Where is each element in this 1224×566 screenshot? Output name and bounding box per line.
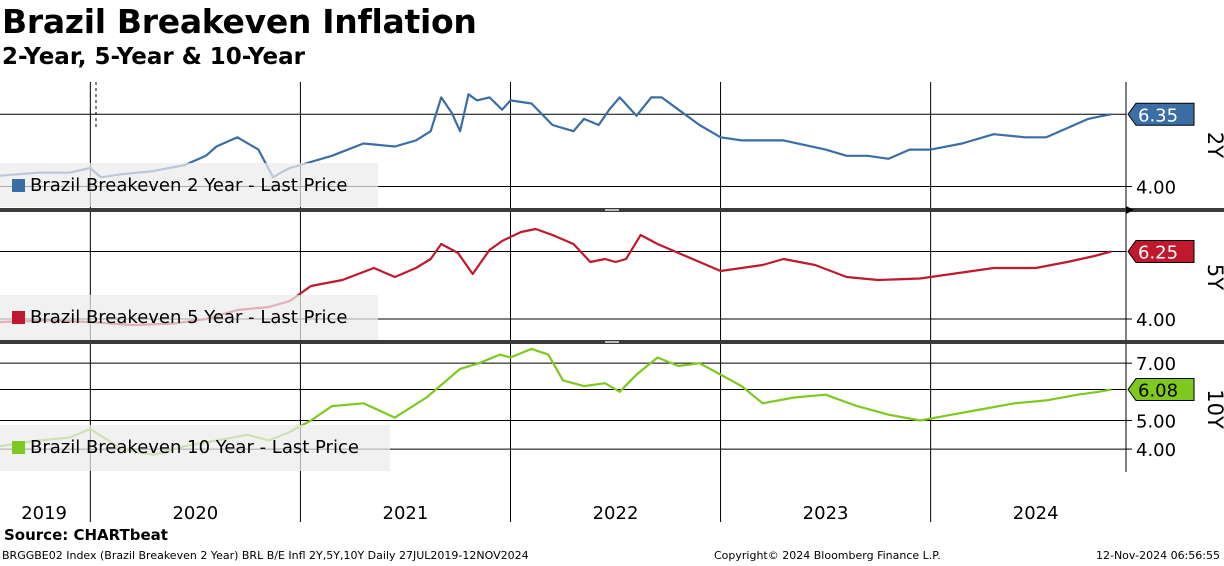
- x-year-label: 2020: [172, 503, 218, 524]
- y-tick-label: 4.00: [1136, 440, 1176, 461]
- last-value-tag-box: [1127, 378, 1195, 402]
- chart-subtitle: 2-Year, 5-Year & 10-Year: [2, 44, 305, 70]
- panel-label-2Y: 2Y: [1203, 132, 1224, 158]
- legend-swatch: [12, 441, 25, 454]
- legend-label: Brazil Breakeven 10 Year - Last Price: [30, 437, 359, 458]
- x-year-label: 2021: [383, 503, 429, 524]
- legend-swatch: [12, 311, 25, 324]
- y-tick-label: 4.00: [1136, 310, 1176, 331]
- copyright: Copyright© 2024 Bloomberg Finance L.P.: [714, 549, 941, 562]
- panel-2Y: Brazil Breakeven 2 Year - Last Price 4.00…: [0, 93, 1224, 207]
- separator-arrow: [1126, 206, 1134, 214]
- legend-box: [0, 163, 378, 207]
- x-year-label: 2024: [1013, 503, 1059, 524]
- last-value-tag-box: [1127, 240, 1195, 263]
- last-value-tag: 6.25: [1127, 240, 1195, 264]
- separator-handle: [605, 209, 619, 211]
- timestamp: 12-Nov-2024 06:56:55: [1095, 549, 1220, 562]
- series-line-2Y: [0, 93, 1112, 179]
- panel-label-5Y: 5Y: [1203, 264, 1224, 290]
- y-tick-label: 7.00: [1136, 354, 1176, 375]
- last-value-tag: 6.35: [1127, 102, 1195, 126]
- legend-swatch: [12, 179, 25, 192]
- last-value-tag: 6.08: [1127, 378, 1195, 402]
- panel-5Y: Brazil Breakeven 5 Year - Last Price 4.00…: [0, 227, 1224, 340]
- last-value-label: 6.25: [1138, 243, 1178, 264]
- last-value-label: 6.35: [1138, 105, 1178, 126]
- x-year-label: 2022: [593, 503, 639, 524]
- source-note: Source: CHARTbeat: [4, 526, 168, 544]
- y-tick-label: 4.00: [1136, 177, 1176, 198]
- chart-title: Brazil Breakeven Inflation: [2, 2, 477, 41]
- legend-label: Brazil Breakeven 5 Year - Last Price: [30, 307, 347, 328]
- legend-box: [0, 425, 390, 471]
- separator-handle: [605, 341, 619, 343]
- legend-box: [0, 295, 378, 340]
- x-year-label: 2023: [803, 503, 849, 524]
- panel-label-10Y: 10Y: [1203, 389, 1224, 429]
- x-year-label: 2019: [21, 503, 67, 524]
- last-value-label: 6.08: [1138, 381, 1178, 402]
- last-value-tag-box: [1127, 102, 1195, 126]
- y-tick-label: 5.00: [1136, 411, 1176, 432]
- panel-10Y: Brazil Breakeven 10 Year - Last Price 7.0…: [0, 347, 1224, 471]
- legend-label: Brazil Breakeven 2 Year - Last Price: [30, 175, 347, 196]
- ticker-line: BRGGBE02 Index (Brazil Breakeven 2 Year)…: [2, 549, 529, 562]
